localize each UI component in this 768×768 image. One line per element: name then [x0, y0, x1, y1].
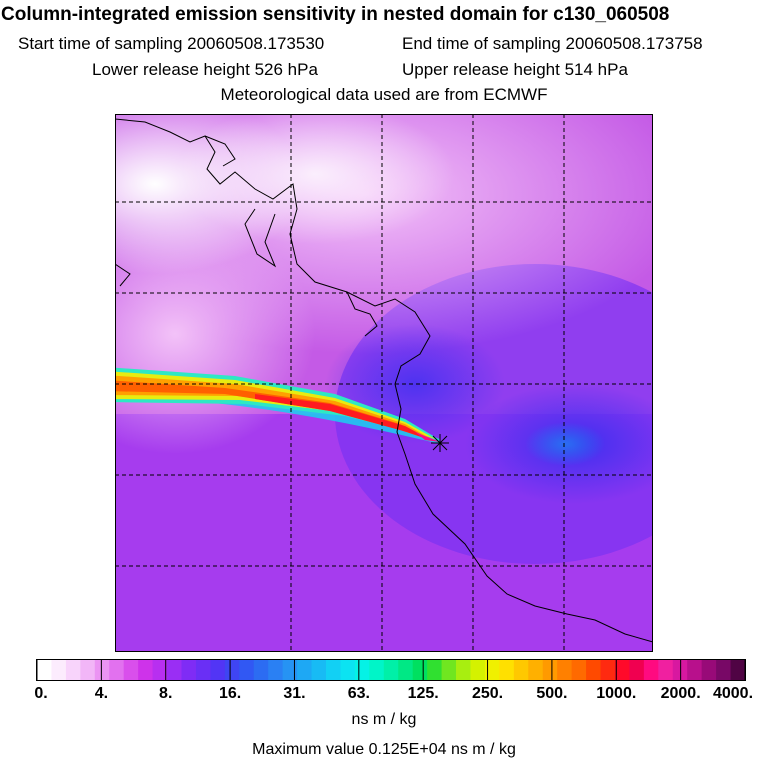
field-cyan-east [525, 422, 605, 466]
colorbar-swatch [484, 660, 500, 680]
colorbar-swatch [51, 660, 67, 680]
colorbar-swatch [253, 660, 269, 680]
end-time-line: End time of sampling 20060508.173758 [402, 34, 703, 54]
colorbar-frame [36, 659, 746, 681]
colorbar-swatch [513, 660, 529, 680]
colorbar-tick-label: 8. [159, 685, 173, 702]
colorbar-swatch [210, 660, 226, 680]
colorbar-swatch [427, 660, 443, 680]
colorbar-swatch [268, 660, 284, 680]
colorbar-swatch [80, 660, 96, 680]
colorbar-swatch [600, 660, 616, 680]
end-time-value: 20060508.173758 [565, 34, 703, 53]
coastline [115, 118, 653, 643]
upper-height-line: Upper release height 514 hPa [402, 60, 628, 80]
colorbar-tick-label: 16. [218, 685, 242, 702]
page-title: Column-integrated emission sensitivity i… [1, 4, 670, 25]
colorbar-tick-label: 500. [536, 685, 568, 702]
release-point-marker [431, 434, 449, 452]
colorbar-tick-label: 125. [407, 685, 439, 702]
end-time-label: End time of sampling [402, 34, 561, 53]
colorbar-tick-label: 4000. [712, 685, 754, 702]
plume [115, 367, 440, 444]
colorbar-swatch [181, 660, 197, 680]
colorbar-swatch [152, 660, 168, 680]
colorbar-swatch [528, 660, 544, 680]
maximum-value-label: Maximum value [252, 741, 365, 758]
colorbar-tick-label: 250. [471, 685, 504, 702]
colorbar-swatch [658, 660, 674, 680]
maximum-value-line: Maximum value 0.125E+04 ns m / kg [0, 741, 768, 759]
colorbar-swatch [340, 660, 356, 680]
colorbar-swatch [195, 660, 211, 680]
colorbar-swatch [557, 660, 573, 680]
colorbar-swatch [354, 660, 370, 680]
upper-height-label: Upper release height [402, 60, 560, 79]
maximum-value: 0.125E+04 ns m / kg [368, 741, 516, 758]
colorbar-swatch [311, 660, 327, 680]
colorbar-swatch [167, 660, 183, 680]
start-time-line: Start time of sampling 20060508.173530 [18, 34, 324, 54]
colorbar-swatch [456, 660, 472, 680]
colorbar-tick-label: 1000. [596, 685, 637, 702]
start-time-label: Start time of sampling [18, 34, 183, 53]
lower-height-label: Lower release height [92, 60, 250, 79]
colorbar-swatch [412, 660, 428, 680]
field-white-n [175, 114, 455, 244]
colorbar-swatch [643, 660, 659, 680]
colorbar-swatch [239, 660, 255, 680]
colorbar-swatch [325, 660, 342, 680]
colorbar-swatch [109, 660, 125, 680]
lower-height-line: Lower release height 526 hPa [92, 60, 318, 80]
met-data-line: Meteorological data used are from ECMWF [220, 85, 548, 104]
colorbar-swatch [542, 660, 558, 680]
colorbar-swatch [224, 660, 240, 680]
colorbar-swatch [614, 660, 631, 680]
colorbar-swatch [687, 660, 703, 680]
colorbar-swatch [586, 660, 602, 680]
colorbar-swatch [701, 660, 717, 680]
lat-lon-grid [115, 114, 653, 652]
colorbar-swatch [441, 660, 457, 680]
colorbar-swatch [123, 660, 139, 680]
colorbar-swatch [138, 660, 154, 680]
lower-height-value: 526 hPa [254, 60, 318, 79]
colorbar-tick-label: 31. [283, 685, 306, 702]
colorbar-swatch [716, 660, 732, 680]
colorbar-swatch [282, 660, 298, 680]
start-time-value: 20060508.173530 [187, 34, 325, 53]
colorbar-swatch [37, 660, 53, 680]
colorbar-unit: ns m / kg [351, 711, 417, 728]
colorbar-tick-label: 63. [347, 685, 370, 702]
colorbar-swatch [398, 660, 414, 680]
sensitivity-map [115, 114, 653, 652]
colorbar-swatch [383, 660, 399, 680]
map-frame [115, 114, 653, 652]
colorbar-swatch [470, 660, 486, 680]
upper-height-value: 514 hPa [564, 60, 628, 79]
colorbar [36, 659, 746, 681]
colorbar-swatch [94, 660, 110, 680]
colorbar-swatch [629, 660, 645, 680]
colorbar-swatch [499, 660, 515, 680]
colorbar-swatch [730, 660, 746, 680]
colorbar-swatch [297, 660, 313, 680]
colorbar-tick-label: 4. [94, 685, 109, 702]
colorbar-swatch [65, 660, 81, 680]
colorbar-tick-label: 2000. [660, 685, 701, 702]
colorbar-tick-label: 0. [34, 685, 48, 702]
colorbar-swatch [571, 660, 587, 680]
colorbar-swatch [369, 660, 385, 680]
